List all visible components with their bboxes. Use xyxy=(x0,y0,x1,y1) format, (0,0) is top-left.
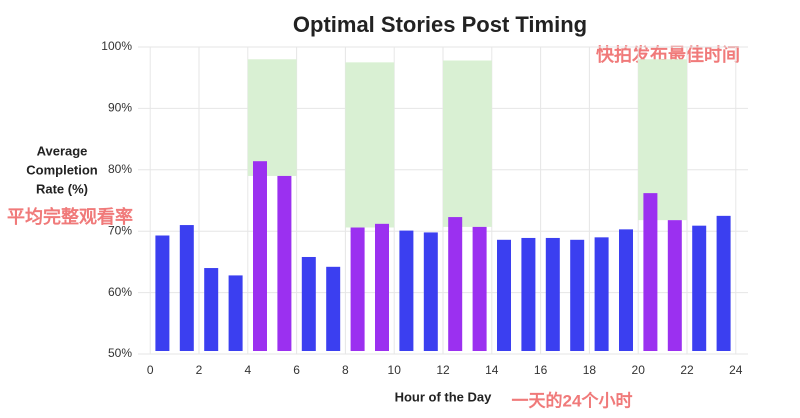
bar xyxy=(228,275,243,351)
bar xyxy=(497,239,511,351)
y-axis-label: Completion xyxy=(26,162,98,177)
bar xyxy=(155,235,170,351)
highlight-band xyxy=(345,62,395,228)
bar xyxy=(350,227,365,351)
y-tick-label: 80% xyxy=(108,162,132,176)
y-axis-label: Average xyxy=(37,143,88,158)
y-tick-label: 60% xyxy=(108,285,132,299)
chart-title: Optimal Stories Post Timing xyxy=(293,12,587,37)
bar xyxy=(448,217,463,351)
x-tick-label: 22 xyxy=(680,363,694,377)
x-tick-label: 2 xyxy=(196,363,203,377)
x-tick-label: 16 xyxy=(534,363,548,377)
bar xyxy=(521,237,536,351)
highlight-band xyxy=(443,60,492,227)
highlight-band xyxy=(247,59,297,176)
annotation: 快拍发布最佳时间 xyxy=(596,44,740,65)
bar xyxy=(570,239,585,351)
bar xyxy=(716,215,731,351)
y-axis-label: Rate (%) xyxy=(36,181,88,196)
bar xyxy=(301,256,316,351)
bar xyxy=(326,266,341,351)
bar xyxy=(399,230,414,351)
x-axis-label: Hour of the Day xyxy=(395,389,493,404)
bar xyxy=(277,175,292,351)
x-tick-label: 6 xyxy=(293,363,300,377)
bar xyxy=(667,220,682,351)
x-tick-label: 4 xyxy=(244,363,251,377)
y-tick-label: 50% xyxy=(108,346,132,360)
bar xyxy=(423,232,438,351)
bar xyxy=(545,237,560,351)
x-tick-label: 8 xyxy=(342,363,349,377)
annotation: 平均完整观看率 xyxy=(7,206,133,227)
x-tick-label: 0 xyxy=(147,363,154,377)
x-tick-label: 12 xyxy=(436,363,450,377)
y-tick-label: 90% xyxy=(108,101,132,115)
y-tick-label: 100% xyxy=(101,39,132,53)
x-tick-label: 10 xyxy=(388,363,402,377)
x-tick-label: 14 xyxy=(485,363,499,377)
bar xyxy=(692,225,707,351)
bar xyxy=(253,161,267,351)
bar xyxy=(643,193,658,351)
annotation: 一天的24个小时 xyxy=(512,390,633,410)
x-tick-label: 20 xyxy=(632,363,646,377)
x-tick-label: 18 xyxy=(583,363,597,377)
bar xyxy=(619,229,633,351)
bar xyxy=(375,223,389,351)
bar xyxy=(204,268,219,351)
y-tick-label: 70% xyxy=(108,223,132,237)
bar xyxy=(179,225,194,351)
x-tick-label: 24 xyxy=(729,363,743,377)
bar xyxy=(472,226,487,351)
bar xyxy=(594,237,609,351)
